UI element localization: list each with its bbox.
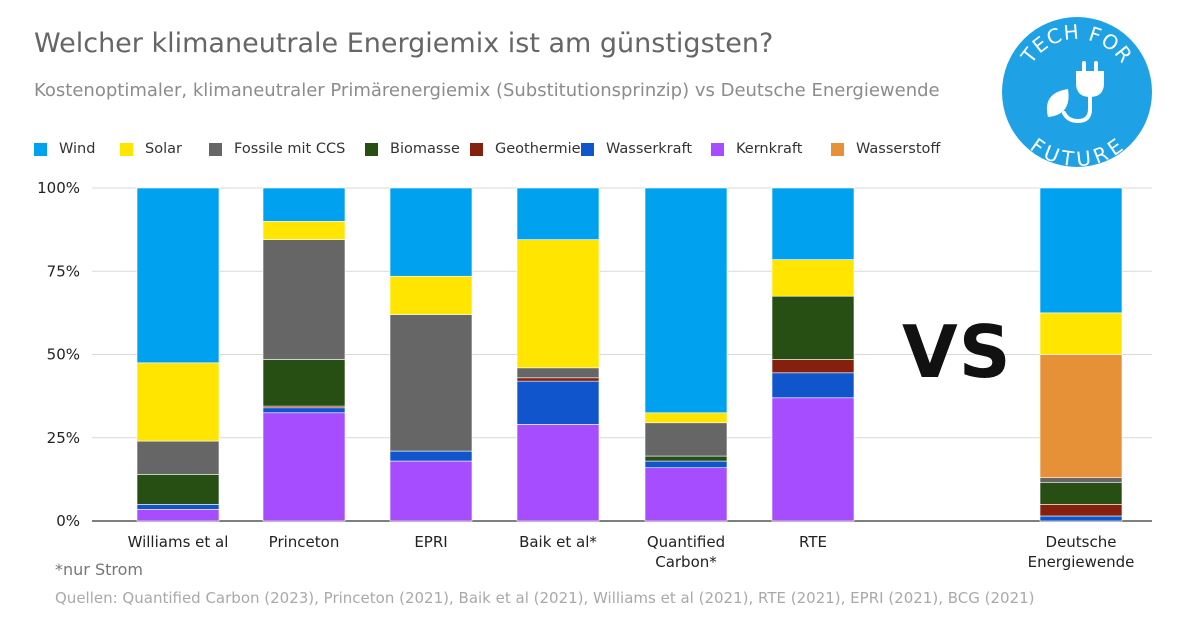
chart-subtitle: Kostenoptimaler, klimaneutraler Primären… <box>34 80 940 101</box>
x-tick-label: Baik et al* <box>519 533 597 551</box>
legend-label: Fossile mit CCS <box>234 141 346 157</box>
y-tick-label: 0% <box>56 512 80 530</box>
legend-swatch <box>365 142 378 156</box>
bar-segment-solar <box>262 221 346 240</box>
bar-segment-fossile-mit-ccs <box>389 314 473 452</box>
logo-circle <box>1002 17 1152 167</box>
bar-segment-wind <box>771 187 855 260</box>
vs-label: VS <box>902 310 1012 394</box>
legend-label: Biomasse <box>390 141 460 157</box>
bar-segment-geothermie <box>771 359 855 374</box>
bar-segment-biomasse <box>136 474 220 505</box>
bar-segment-fossile-mit-ccs <box>262 239 346 360</box>
bar-segment-wasserkraft <box>136 504 220 510</box>
legend-swatch <box>34 142 47 156</box>
legend-item-wasserstoff: Wasserstoff <box>831 139 940 159</box>
bar-segment-solar <box>136 362 220 442</box>
bar-segment-wasserkraft <box>1039 515 1123 522</box>
bar-segment-wasserkraft <box>771 372 855 399</box>
bar-segment-wind <box>1039 187 1123 314</box>
legend-swatch <box>831 142 844 156</box>
bar-segment-kernkraft <box>771 397 855 522</box>
bar-segment-solar <box>389 275 473 315</box>
bar-segment-wind <box>262 187 346 222</box>
bar-segment-biomasse <box>1039 482 1123 505</box>
chart-title: Welcher klimaneutrale Energiemix ist am … <box>34 28 774 59</box>
bar-segment-solar <box>644 412 728 424</box>
y-tick-label: 100% <box>37 179 80 197</box>
x-tick-label: Energiewende <box>1028 553 1135 571</box>
bar-segment-wasserkraft <box>389 450 473 462</box>
bar-segment-biomasse <box>771 295 855 360</box>
legend-item-wasserkraft: Wasserkraft <box>581 139 692 159</box>
bar-segment-fossile-mit-ccs <box>136 440 220 475</box>
legend-item-fossile-mit-ccs: Fossile mit CCS <box>209 139 345 159</box>
x-tick-label: RTE <box>799 533 827 551</box>
bar-segment-wind <box>136 187 220 364</box>
bar-segment-fossile-mit-ccs <box>1039 477 1123 484</box>
y-tick-label: 50% <box>47 346 80 364</box>
legend-label: Wasserstoff <box>856 141 941 157</box>
x-tick-label: Williams et al <box>128 533 229 551</box>
legend-item-wind: Wind <box>34 139 95 159</box>
y-tick-label: 75% <box>47 262 80 280</box>
legend-label: Solar <box>145 141 182 157</box>
bar-segment-kernkraft <box>262 412 346 522</box>
bar-segment-wind <box>389 187 473 277</box>
x-tick-label: EPRI <box>414 533 447 551</box>
bar-segment-kernkraft <box>136 509 220 522</box>
legend-swatch <box>581 142 594 156</box>
tech-for-future-logo: TECH FOR FUTURE <box>1002 17 1152 167</box>
legend-swatch <box>711 142 724 156</box>
legend-item-biomasse: Biomasse <box>365 139 460 159</box>
legend-item-geothermie: Geothermie <box>470 139 581 159</box>
bar-segment-kernkraft <box>389 460 473 522</box>
bar-segment-geothermie <box>1039 504 1123 517</box>
bar-segment-solar <box>516 239 600 369</box>
bar-segment-biomasse <box>644 455 728 462</box>
footnote: *nur Strom <box>55 560 143 579</box>
bar-segment-wasserkraft <box>644 460 728 469</box>
bar-segment-fossile-mit-ccs <box>644 422 728 457</box>
legend-label: Kernkraft <box>736 141 803 157</box>
legend-label: Wind <box>59 141 96 157</box>
bar-segment-wind <box>516 187 600 240</box>
x-tick-label: Princeton <box>269 533 340 551</box>
sources-text: Quellen: Quantified Carbon (2023), Princ… <box>55 589 1035 607</box>
legend-swatch <box>120 142 133 156</box>
legend-item-kernkraft: Kernkraft <box>711 139 802 159</box>
y-tick-label: 25% <box>47 429 80 447</box>
bar-segment-wasserstoff <box>1039 354 1123 479</box>
bar-segment-wasserkraft <box>262 407 346 414</box>
bar-segment-solar <box>771 259 855 297</box>
legend-item-solar: Solar <box>120 139 182 159</box>
bar-segment-wind <box>644 187 728 414</box>
x-tick-label: Carbon* <box>655 553 717 571</box>
bar-segment-solar <box>1039 312 1123 355</box>
x-tick-label: Quantified <box>647 533 725 551</box>
legend-swatch <box>470 142 483 156</box>
bar-segment-geothermie <box>516 377 600 382</box>
x-tick-label: Deutsche <box>1046 533 1117 551</box>
bar-segment-kernkraft <box>644 467 728 522</box>
legend-label: Geothermie <box>495 141 581 157</box>
legend-label: Wasserkraft <box>606 141 693 157</box>
bar-segment-wasserkraft <box>516 380 600 425</box>
legend-swatch <box>209 142 222 156</box>
plug-leaf-icon <box>1046 61 1104 124</box>
bar-segment-biomasse <box>262 359 346 407</box>
bar-segment-fossile-mit-ccs <box>516 367 600 379</box>
bar-segment-kernkraft <box>516 424 600 522</box>
